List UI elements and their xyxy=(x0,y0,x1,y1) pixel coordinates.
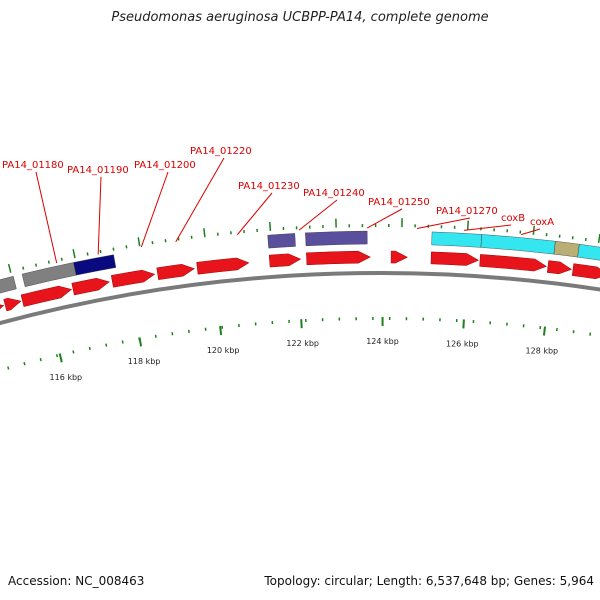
gene-track xyxy=(0,250,600,312)
scale-minor-tick xyxy=(121,340,124,344)
cds-block-slate xyxy=(267,233,296,249)
leader-line xyxy=(236,192,273,236)
outer-tick xyxy=(72,249,76,259)
gene-arrow xyxy=(571,263,600,280)
scale-major-tick xyxy=(58,353,63,363)
label-leaders xyxy=(35,157,541,264)
leader-line xyxy=(366,208,403,229)
scale-major-tick xyxy=(542,326,546,336)
outer-tick-ring xyxy=(7,218,600,273)
map-title: Pseudomonas aeruginosa UCBPP-PA14, compl… xyxy=(111,10,489,25)
scale-label: 124 kbp xyxy=(366,337,399,346)
gene-label: PA14_01220 xyxy=(190,146,252,157)
outer-tick xyxy=(47,260,50,264)
outer-tick xyxy=(86,252,89,256)
cds-block-olive xyxy=(553,241,580,258)
gene-label: PA14_01190 xyxy=(67,165,129,176)
scale-major-tick xyxy=(462,319,465,329)
scale-major-tick xyxy=(219,325,223,336)
cds-block-cyan xyxy=(431,231,482,248)
gene-label: PA14_01250 xyxy=(368,197,430,208)
scale-minor-tick xyxy=(7,366,10,370)
gene-arrow xyxy=(547,260,573,275)
gene-arrow xyxy=(71,277,110,296)
scale-label: 118 kbp xyxy=(128,357,161,366)
scale-minor-tick xyxy=(23,362,26,366)
gene-arrow xyxy=(110,269,156,288)
gene-arrow xyxy=(3,297,22,312)
gene-label: PA14_01180 xyxy=(2,160,64,171)
gene-arrow xyxy=(479,254,548,272)
scale-ring: 116 kbp 118 kbp 120 kbp 122 kbp 124 kbp 126 k… xyxy=(7,317,592,382)
outer-tick xyxy=(125,245,128,249)
scale-minor-tick xyxy=(55,354,59,358)
outer-tick xyxy=(112,247,115,251)
gene-arrow xyxy=(0,304,5,310)
gene-label: PA14_01270 xyxy=(436,206,498,217)
outer-tick xyxy=(532,225,535,235)
cds-block-cyan xyxy=(577,244,600,261)
outer-tick xyxy=(34,263,38,267)
outer-tick xyxy=(203,228,206,238)
cds-block-navy xyxy=(73,254,117,276)
gene-label: PA14_01240 xyxy=(303,188,365,199)
scale-minor-tick xyxy=(105,343,108,347)
outer-tick xyxy=(269,221,272,232)
gene-arrow xyxy=(390,250,408,264)
leader-line xyxy=(175,157,225,243)
outer-tick xyxy=(99,249,102,254)
gene-label: PA14_01200 xyxy=(134,160,196,171)
gene-label: PA14_01230 xyxy=(238,181,300,192)
leader-line xyxy=(35,171,58,264)
scale-minor-tick xyxy=(39,357,42,362)
gene-label: coxA xyxy=(530,217,554,228)
outer-tick xyxy=(137,237,141,247)
accession-text: Accession: NC_008463 xyxy=(8,574,145,588)
leader-line xyxy=(521,228,541,236)
scale-minor-tick xyxy=(72,350,75,354)
gene-labels: PA14_01180 PA14_01190 PA14_01200 PA14_01220… xyxy=(2,146,554,228)
outer-tick xyxy=(22,266,25,270)
cds-track xyxy=(0,230,600,294)
backbone-line xyxy=(0,271,600,326)
scale-label: 120 kbp xyxy=(207,346,240,355)
scale-label: 126 kbp xyxy=(446,339,479,348)
leader-line xyxy=(140,171,169,248)
cds-block-grey xyxy=(0,276,17,294)
scale-label: 128 kbp xyxy=(526,346,559,355)
cds-block-cyan xyxy=(480,234,556,255)
gene-arrow xyxy=(20,285,73,307)
leader-line xyxy=(463,224,512,231)
gene-arrow xyxy=(430,251,480,266)
leader-line xyxy=(97,176,102,255)
gene-arrow xyxy=(156,264,195,280)
cds-block-slate xyxy=(305,230,368,247)
cds-block-grey xyxy=(21,262,77,287)
scale-label: 116 kbp xyxy=(50,373,83,382)
gene-arrow xyxy=(268,253,302,268)
outer-tick xyxy=(466,220,469,230)
leader-line xyxy=(298,199,338,231)
topology-text: Topology: circular; Length: 6,537,648 bp… xyxy=(264,574,594,588)
scale-major-tick xyxy=(138,337,143,347)
gene-arrow xyxy=(196,257,250,275)
scale-minor-tick xyxy=(88,346,91,351)
outer-tick xyxy=(7,263,12,273)
gene-arrow xyxy=(306,250,371,266)
backbone xyxy=(0,271,600,326)
leader-line xyxy=(416,217,471,229)
scale-label: 122 kbp xyxy=(286,339,319,348)
outer-tick xyxy=(60,257,63,261)
gene-label: coxB xyxy=(501,213,525,224)
